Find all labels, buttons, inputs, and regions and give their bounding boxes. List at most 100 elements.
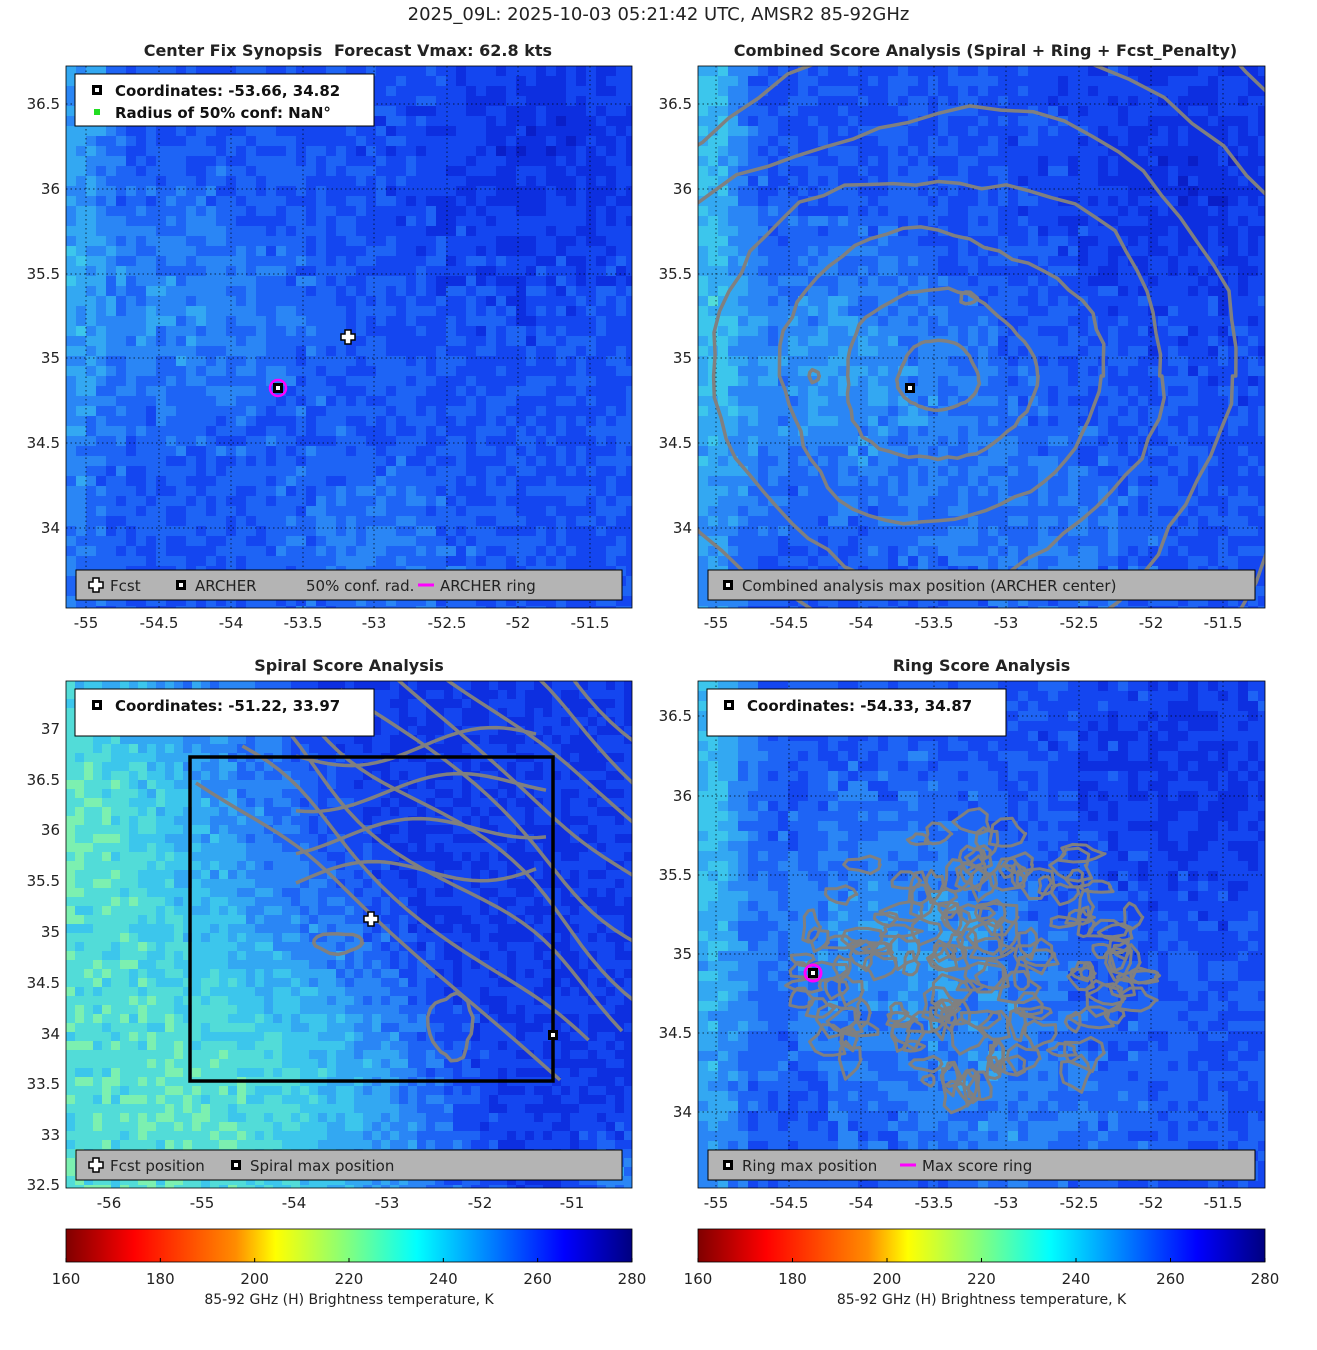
heat-cell [898, 206, 909, 217]
heat-cell [708, 136, 719, 147]
heat-cell [276, 556, 287, 567]
heat-cell [86, 206, 97, 217]
heat-cell [326, 496, 337, 507]
heat-cell [516, 336, 527, 347]
heat-cell [1198, 306, 1209, 317]
heat-cell [526, 406, 537, 417]
heat-cell [586, 266, 597, 277]
heat-cell [116, 386, 127, 397]
heat-cell [96, 196, 107, 207]
heat-cell [858, 256, 869, 267]
heat-cell [496, 136, 507, 147]
heat-cell [266, 536, 277, 547]
heat-cell [176, 446, 187, 457]
heat-cell [426, 116, 437, 127]
heat-cell [486, 426, 497, 437]
heat-cell [106, 376, 117, 387]
heat-cell [316, 126, 327, 137]
heat-cell [186, 506, 197, 517]
heat-cell [316, 296, 327, 307]
heat-cell [738, 76, 749, 87]
heat-cell [908, 266, 919, 277]
heat-cell [626, 386, 632, 397]
heat-cell [576, 556, 587, 567]
heat-cell [898, 246, 909, 257]
heat-cell [898, 176, 909, 187]
heat-cell [166, 336, 177, 347]
heat-cell [536, 246, 547, 257]
heat-cell [728, 216, 739, 227]
heat-cell [376, 206, 387, 217]
heat-cell [536, 416, 547, 427]
heat-cell [898, 266, 909, 277]
heat-cell [86, 126, 97, 137]
heat-cell [828, 206, 839, 217]
heat-cell [306, 476, 317, 487]
heat-cell [136, 316, 147, 327]
heat-cell [286, 166, 297, 177]
heat-cell [96, 446, 107, 457]
heat-cell [576, 356, 587, 367]
heat-cell [496, 396, 507, 407]
heat-cell [838, 366, 849, 377]
heat-cell [246, 476, 257, 487]
heat-cell [808, 206, 819, 217]
heat-cell [758, 166, 769, 177]
heat-cell [858, 96, 869, 107]
heat-cell [546, 146, 557, 157]
heat-cell [216, 176, 227, 187]
heat-cell [516, 236, 527, 247]
heat-cell [908, 76, 919, 87]
heat-cell [778, 226, 789, 237]
heat-cell [296, 216, 307, 227]
heat-cell [566, 186, 577, 197]
heat-cell [1018, 166, 1029, 177]
heat-cell [1078, 346, 1089, 357]
heat-cell [506, 156, 517, 167]
heat-cell [336, 476, 347, 487]
heat-cell [758, 106, 769, 117]
heat-cell [576, 306, 587, 317]
heat-cell [486, 356, 497, 367]
heat-cell [758, 266, 769, 277]
heat-cell [958, 366, 969, 377]
heat-cell [316, 146, 327, 157]
heat-cell [206, 276, 217, 287]
heat-cell [908, 176, 919, 187]
heat-cell [838, 86, 849, 97]
heat-cell [606, 296, 617, 307]
heat-cell [536, 226, 547, 237]
heat-cell [1068, 366, 1079, 377]
heat-cell [616, 436, 627, 447]
heat-cell [1218, 306, 1229, 317]
heat-cell [126, 356, 137, 367]
heat-cell [576, 396, 587, 407]
heat-cell [76, 306, 87, 317]
heat-cell [818, 376, 829, 387]
heat-cell [698, 206, 709, 217]
marker-inner [276, 386, 280, 390]
heat-cell [1208, 186, 1219, 197]
heat-cell [76, 206, 87, 217]
heat-cell [948, 276, 959, 287]
heat-cell [306, 136, 317, 147]
heat-cell [616, 86, 627, 97]
heat-cell [386, 226, 397, 237]
heat-cell [778, 236, 789, 247]
heat-cell [1068, 246, 1079, 257]
heat-cell [156, 316, 167, 327]
heat-cell [978, 256, 989, 267]
heat-cell [506, 506, 517, 517]
heat-cell [66, 226, 77, 237]
heat-cell [76, 526, 87, 537]
heat-cell [1198, 336, 1209, 347]
heat-cell [918, 166, 929, 177]
heat-cell [828, 306, 839, 317]
heat-cell [196, 276, 207, 287]
heat-cell [778, 206, 789, 217]
heat-cell [386, 236, 397, 247]
heat-cell [166, 536, 177, 547]
heat-cell [326, 406, 337, 417]
heat-cell [978, 246, 989, 257]
heat-cell [1118, 296, 1129, 307]
